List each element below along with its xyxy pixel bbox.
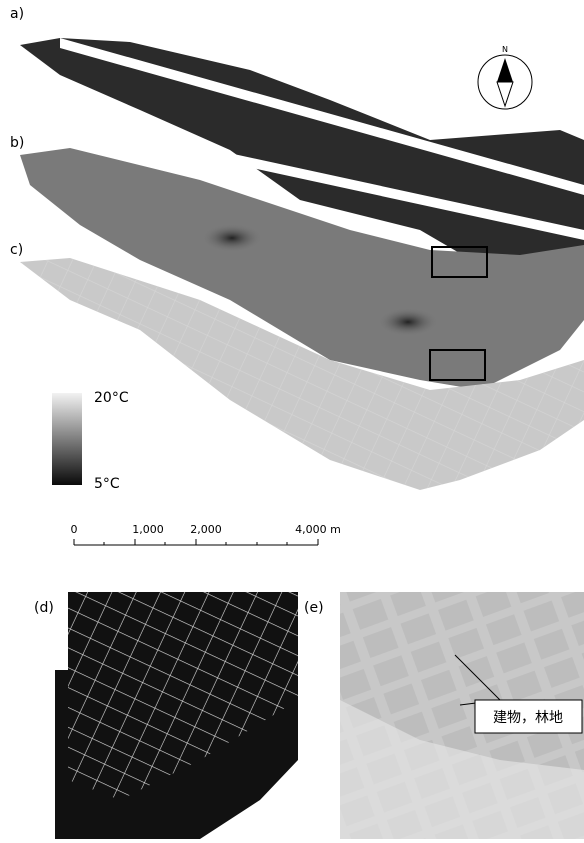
figure: a) b) c) N 20°C 5°C 0 1,000 2,000 4,000 … [0,0,584,839]
colorbar-label: 5°C [94,476,120,492]
scale-label: 4,000 m [295,523,341,536]
heat-spot [378,308,438,336]
panel-label: c) [10,242,23,258]
panel-label: (e) [304,600,324,616]
colorbar [52,393,82,485]
scale-label: 0 [71,523,78,536]
panel-label: a) [10,6,24,22]
scale-bar [74,539,318,545]
scale-label: 2,000 [190,523,222,536]
panel-label: b) [10,135,24,151]
panel-label: (d) [34,600,54,616]
colorbar-label: 20°C [94,390,129,406]
compass-label: N [502,45,508,54]
annotation: 建物，林地 [493,710,563,726]
scale-label: 1,000 [132,523,164,536]
heat-spot [202,224,262,252]
